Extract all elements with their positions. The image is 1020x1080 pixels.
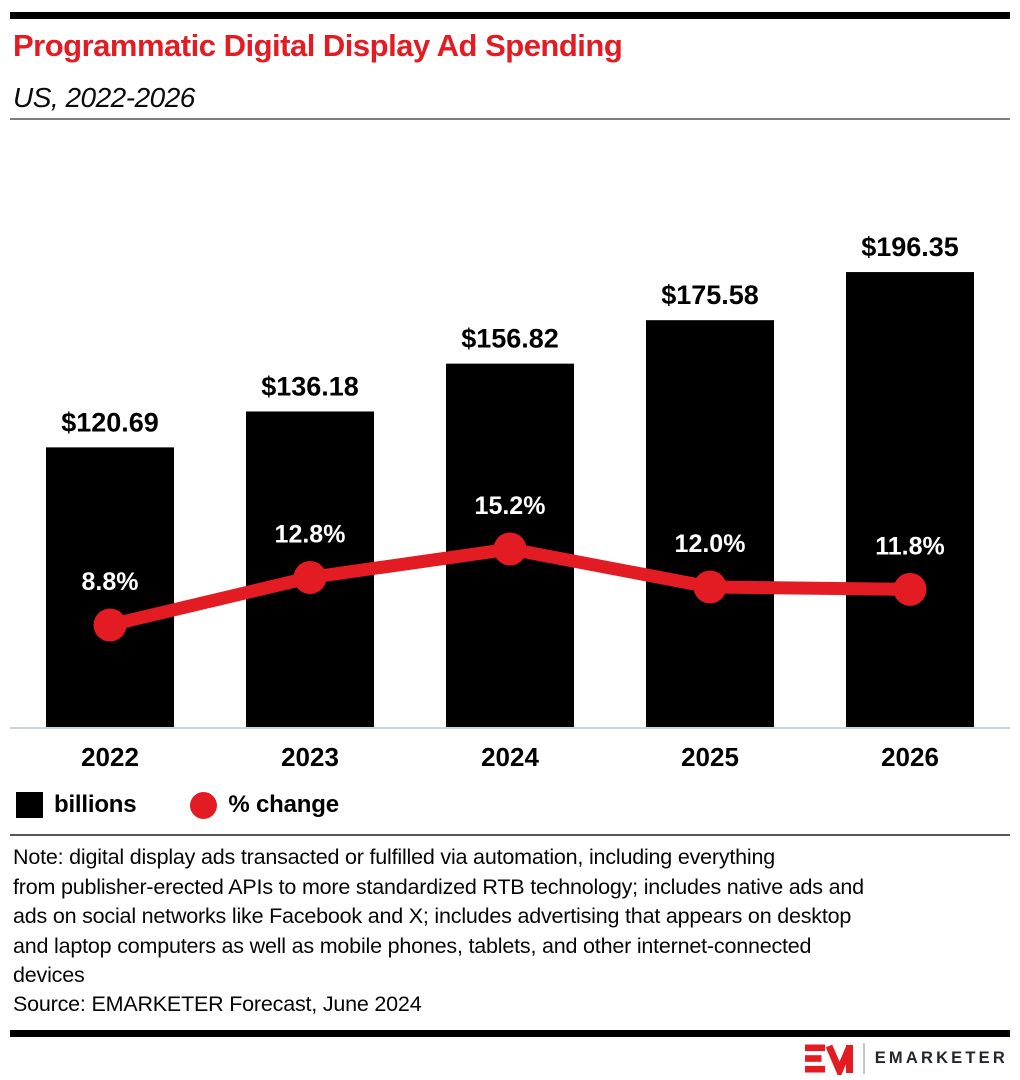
chart-svg: $120.69 $136.18 $156.82 $175.58 $196.35 8.8% 2… [10,232,1010,772]
footer-accent-bar [10,1030,1010,1037]
x-axis-label-2023: 2023 [281,742,339,772]
brand-name: EMARKETER [874,1048,1008,1067]
legend-swatch-billions-icon [16,792,43,818]
note-divider [10,834,1010,836]
legend-label-billions: billions [54,791,137,818]
pct-label-2023: 12.8% [275,521,346,549]
chart-source: Source: EMARKETER Forecast, June 2024 [13,992,422,1016]
x-axis-label-2022: 2022 [81,742,139,772]
pct-label-2024: 15.2% [475,492,546,520]
bar-2022 [46,447,174,727]
bar-value-label-2025: $175.58 [661,280,759,310]
em-mark [804,1044,825,1072]
logo-divider [862,1042,865,1074]
bar-value-label-2024: $156.82 [461,324,559,354]
chart-legend: billions % change [16,790,339,820]
x-axis-label-2026: 2026 [881,742,939,772]
pct-marker-2024 [493,532,527,566]
bar-2025 [646,320,774,727]
pct-label-2025: 12.0% [675,530,746,558]
x-axis-label-2024: 2024 [481,742,539,772]
emarketer-logo-icon [804,1044,853,1075]
chart-note: Note: digital display ads transacted or … [13,845,864,988]
bar-value-label-2022: $120.69 [61,407,159,437]
footer: EMARKETER [804,1040,1008,1076]
pct-marker-2022 [93,608,127,642]
pct-marker-2026 [893,572,927,606]
bar-2026 [846,272,974,727]
legend-swatch-pct-change-icon [190,791,218,819]
x-axis-label-2025: 2025 [681,742,739,772]
header-divider [10,118,1010,120]
bar-value-label-2026: $196.35 [861,232,959,262]
top-accent-bar [10,12,1010,19]
page-title: Programmatic Digital Display Ad Spending [13,28,623,63]
pct-label-2022: 8.8% [82,568,139,596]
pct-marker-2025 [693,570,727,604]
legend-label-pct-change: % change [228,791,339,818]
pct-label-2026: 11.8% [875,532,945,560]
bar-value-label-2023: $136.18 [261,371,359,401]
pct-marker-2023 [293,561,327,594]
chart-subtitle: US, 2022-2026 [13,82,195,113]
